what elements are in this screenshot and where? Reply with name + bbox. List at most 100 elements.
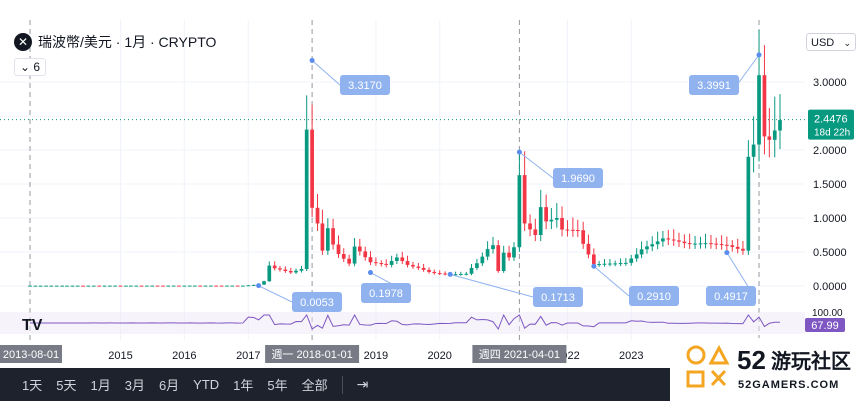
crosshair-time-label: 週一 2018-01-01 (271, 348, 352, 361)
candle-body (421, 267, 426, 270)
candle-body (241, 285, 245, 287)
candle-body (629, 258, 634, 263)
rsi-band (0, 312, 805, 334)
candle-body (778, 120, 782, 131)
calendar-range-icon[interactable]: ⇥ (356, 376, 369, 392)
candle-body (725, 244, 729, 246)
timeframe-toolbar: 1天 5天 1月 3月 6月 YTD 1年 5年 全部 ⇥ (0, 368, 670, 401)
timeframe-3m[interactable]: 3月 (124, 378, 145, 393)
candle-body (602, 263, 607, 265)
callout-box (533, 287, 583, 307)
candle-body (411, 264, 415, 267)
candle-body (315, 207, 320, 224)
candle-body (384, 263, 389, 265)
candle-body (341, 254, 346, 259)
timeframe-1d[interactable]: 1天 (22, 378, 43, 393)
candle-body (655, 241, 660, 245)
candle-body (618, 263, 623, 265)
currency-label: USD (811, 37, 835, 49)
crosshair-time-badge (0, 345, 62, 363)
candles (28, 30, 782, 287)
callout-leader (450, 273, 534, 298)
candle-body (129, 285, 133, 287)
candle-body (565, 229, 570, 231)
callout-leader (519, 151, 554, 179)
candle-body (613, 263, 618, 265)
candle-body (432, 271, 437, 274)
candle-body (453, 274, 458, 276)
candle-body (496, 245, 501, 272)
candle-body (320, 223, 325, 251)
candle-body (283, 269, 288, 272)
candle-body (639, 249, 644, 255)
timeframe-5d[interactable]: 5天 (56, 378, 77, 393)
candle-body (262, 281, 266, 285)
candle-body (730, 245, 735, 247)
y-tick-label: 0.0000 (813, 281, 847, 293)
candle-body (187, 285, 192, 287)
candle-body (512, 247, 516, 258)
candle-body (368, 257, 373, 263)
candle-body (310, 129, 314, 208)
candle-body (347, 258, 352, 264)
candle-body (480, 256, 485, 264)
candle-body (693, 243, 697, 245)
callout-point (309, 57, 315, 63)
currency-select[interactable]: USD ⌄ (806, 33, 856, 51)
callout-point (367, 270, 373, 276)
callout-box (361, 283, 411, 303)
candle-body (357, 246, 362, 252)
candle-body (97, 285, 102, 287)
timeframe-all[interactable]: 全部 (301, 378, 328, 393)
candle-body (751, 144, 756, 157)
indicator-toggle[interactable]: ⌄ 6 (14, 58, 47, 76)
candle-body (166, 285, 171, 287)
crosshair-time-badge (265, 345, 360, 363)
crosshair-time-label: 週四 2021-04-01 (479, 348, 560, 361)
candle-body (38, 285, 43, 287)
callout-box (629, 286, 679, 306)
candle-body (767, 136, 772, 140)
timeframe-1m[interactable]: 1月 (90, 378, 111, 393)
candle-body (182, 285, 187, 287)
callout-point (756, 52, 762, 58)
watermark-name: 游玩社区 (771, 349, 851, 373)
candle-body (735, 246, 740, 249)
candle-body (108, 285, 112, 287)
callout-point (516, 149, 522, 155)
candle-body (161, 285, 165, 287)
callout-box (292, 292, 342, 312)
callout-label: 3.3170 (348, 80, 382, 92)
candle-body (49, 285, 54, 287)
candle-body (661, 238, 665, 242)
candle-body (575, 229, 580, 231)
candle-body (124, 285, 128, 287)
timeframe-6m[interactable]: 6月 (158, 378, 180, 393)
y-tick-label: 2.0000 (813, 145, 847, 157)
candle-body (623, 262, 628, 264)
symbol-header: ✕ 瑞波幣/美元 · 1月 · CRYPTO (14, 32, 216, 52)
callout-point (447, 271, 453, 277)
candle-body (437, 273, 442, 275)
indicator-count: 6 (33, 60, 41, 74)
candle-body (458, 274, 463, 276)
timeframe-5y[interactable]: 5年 (267, 378, 288, 393)
callout-label: 0.1713 (541, 292, 575, 304)
candle-body (746, 156, 751, 251)
timeframe-1y[interactable]: 1年 (233, 378, 254, 393)
timeframe-ytd[interactable]: YTD (193, 377, 220, 392)
candle-body (155, 285, 160, 287)
crosshair-time-label: 2013-08-01 (3, 349, 59, 361)
candle-body (203, 285, 208, 287)
callout-leader (593, 265, 630, 297)
x-tick-label: 2016 (172, 350, 196, 362)
candle-body (427, 269, 431, 272)
candle-body (395, 257, 399, 262)
rsi-badge (805, 318, 845, 332)
candle-body (304, 129, 309, 269)
candle-body (475, 263, 479, 268)
candle-body (272, 265, 277, 269)
candle-body (145, 285, 149, 287)
x-tick-label: 2019 (364, 350, 388, 362)
